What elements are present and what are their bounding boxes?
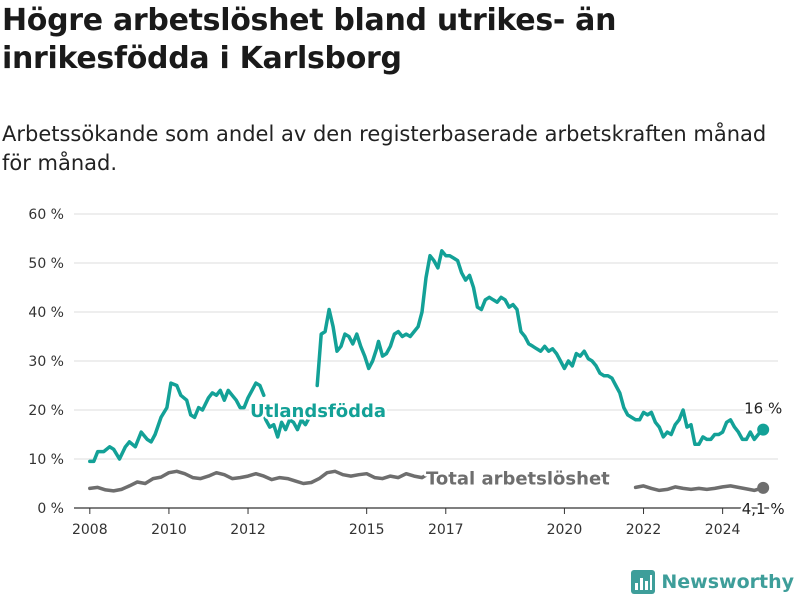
brand-logo[interactable]: Newsworthy (631, 570, 794, 594)
x-tick-label: 2012 (230, 522, 266, 538)
series-line-total (633, 484, 764, 493)
series-label-utlandsfodda-halo: Utlandsfödda (250, 401, 386, 422)
y-tick-label: 0 % (37, 501, 64, 517)
series-lines (88, 249, 770, 494)
gridlines (74, 213, 778, 509)
end-label-total-halo: 4,1 % (742, 500, 785, 518)
x-axis-ticks: 2008 2010 2012 2015 2017 2020 2022 2024 (72, 508, 741, 538)
series-line-utlandsfodda (88, 381, 266, 464)
x-tick-label: 2015 (349, 522, 385, 538)
chart-title: Högre arbetslöshet bland utrikes- än inr… (2, 3, 617, 76)
y-tick-label: 60 % (28, 207, 64, 223)
end-label-utlandsfodda: 16 % (744, 400, 782, 418)
x-tick-label: 2017 (428, 522, 464, 538)
series-line-utlandsfodda (315, 249, 764, 447)
x-tick-label: 2024 (705, 522, 741, 538)
x-tick-label: 2022 (626, 522, 662, 538)
x-tick-label: 2008 (72, 522, 108, 538)
series-label-utlandsfodda: Utlandsfödda (250, 401, 386, 422)
series-line-utlandsfodda (260, 405, 314, 439)
y-axis-ticks: 0 % 10 % 20 % 30 % 40 % 50 % 60 % (28, 207, 64, 517)
end-point-utlandsfodda (757, 423, 770, 436)
x-tick-label: 2020 (547, 522, 583, 538)
end-point-total (757, 481, 770, 494)
series-line-total (88, 469, 432, 493)
chart-subtitle: Arbetssökande som andel av den registerb… (2, 122, 767, 175)
bar-chart-logo-icon (631, 570, 656, 594)
y-tick-label: 10 % (28, 452, 64, 468)
y-tick-label: 40 % (28, 305, 64, 321)
x-tick-label: 2010 (151, 522, 187, 538)
end-label-total: 4,1 % (742, 500, 785, 518)
series-label-total: Total arbetslöshet (426, 469, 610, 490)
series-label-total-halo: Total arbetslöshet (426, 469, 610, 490)
y-tick-label: 50 % (28, 256, 64, 272)
brand-name: Newsworthy (661, 571, 794, 593)
end-label-utlandsfodda-halo: 16 % (744, 400, 782, 418)
y-tick-label: 30 % (28, 354, 64, 370)
y-tick-label: 20 % (28, 403, 64, 419)
